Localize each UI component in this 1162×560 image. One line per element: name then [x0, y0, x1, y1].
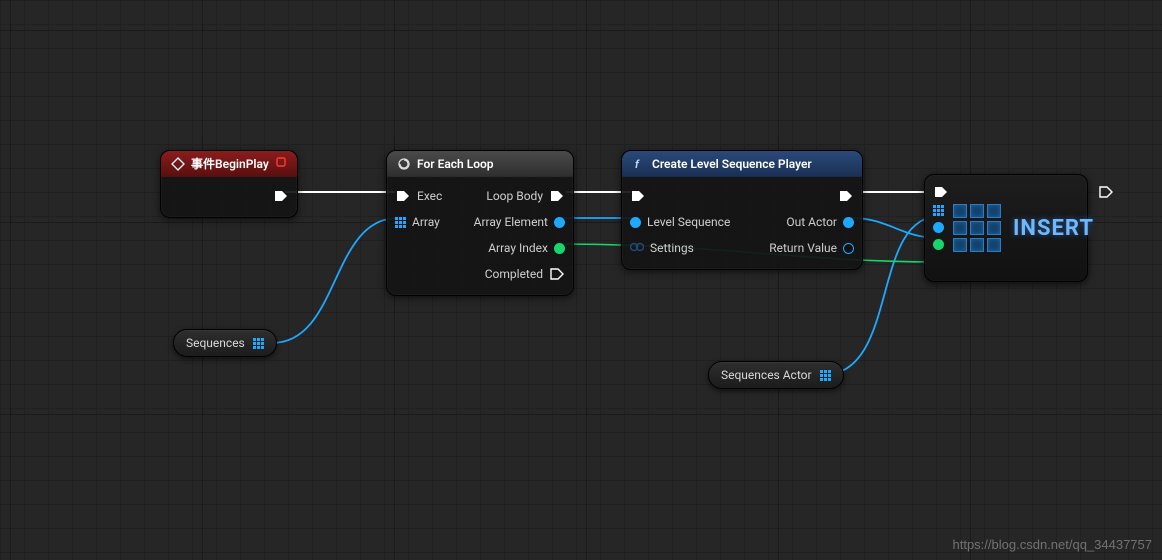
watermark-text: https://blog.csdn.net/qq_34437757: [953, 537, 1153, 552]
pin-label: Array Index: [488, 241, 548, 255]
pin-label: Exec: [417, 189, 442, 203]
node-title: 事件BeginPlay: [191, 155, 269, 172]
exec-out-pin[interactable]: [1098, 185, 1114, 199]
pin-label: Array Element: [474, 215, 548, 229]
variable-label: Sequences Actor: [721, 368, 812, 382]
node-event-beginplay[interactable]: 事件BeginPlay: [160, 150, 298, 218]
exec-out-loopbody-pin[interactable]: Loop Body: [486, 189, 573, 203]
node-title: For Each Loop: [417, 157, 494, 171]
array-out-pin[interactable]: [820, 370, 831, 381]
pin-label: Level Sequence: [647, 215, 730, 229]
array-element-out-pin[interactable]: Array Element: [474, 215, 573, 229]
grid-line: [586, 0, 587, 560]
grid-line: [0, 414, 1162, 415]
event-icon: [171, 157, 185, 171]
return-value-out-pin[interactable]: Return Value: [769, 241, 862, 255]
node-header[interactable]: f Create Level Sequence Player: [622, 151, 862, 177]
pin-label: Settings: [650, 241, 694, 255]
pin-label: Out Actor: [786, 215, 837, 229]
out-actor-out-pin[interactable]: Out Actor: [786, 215, 862, 229]
grid-line: [10, 0, 11, 560]
exec-in-pin[interactable]: Exec: [387, 189, 442, 203]
pin-label: Completed: [485, 267, 543, 281]
array-out-pin[interactable]: [253, 338, 264, 349]
struct-split-icon: [630, 241, 644, 256]
exec-in-pin[interactable]: [622, 189, 646, 203]
pin-label: Loop Body: [486, 189, 543, 203]
node-header[interactable]: For Each Loop: [387, 151, 573, 177]
level-sequence-in-pin[interactable]: Level Sequence: [622, 215, 730, 229]
int-in-pin[interactable]: [933, 239, 944, 250]
node-insert[interactable]: INSERT: [924, 174, 1088, 282]
exec-in-pin[interactable]: [933, 185, 949, 199]
node-title: Create Level Sequence Player: [652, 157, 812, 171]
array-in-pin[interactable]: [933, 205, 944, 216]
exec-out-pin[interactable]: [838, 189, 862, 203]
func-icon: f: [632, 157, 646, 171]
pin-label: Array: [412, 215, 440, 229]
svg-text:f: f: [635, 158, 640, 171]
node-title: INSERT: [1013, 216, 1094, 241]
node-header[interactable]: 事件BeginPlay: [161, 151, 297, 177]
grid-line: [202, 0, 203, 560]
grid-line: [0, 30, 1162, 31]
node-for-each-loop[interactable]: For Each Loop Exec Loop Body Array Array…: [386, 150, 574, 296]
array-index-out-pin[interactable]: Array Index: [488, 241, 573, 255]
pin-label: Return Value: [769, 241, 837, 255]
breakpoint-icon: [275, 156, 287, 171]
array-glyph-icon: [953, 204, 1001, 252]
variable-sequences-actor[interactable]: Sequences Actor: [708, 361, 844, 389]
array-in-pin[interactable]: Array: [387, 215, 440, 229]
variable-sequences[interactable]: Sequences: [173, 329, 277, 357]
exec-out-completed-pin[interactable]: Completed: [485, 267, 573, 281]
node-create-level-sequence-player[interactable]: f Create Level Sequence Player Level Seq…: [621, 150, 863, 270]
exec-out-pin[interactable]: [273, 189, 297, 203]
grid-line: [778, 0, 779, 560]
settings-in-pin[interactable]: Settings: [622, 241, 694, 256]
macro-icon: [397, 157, 411, 171]
variable-label: Sequences: [186, 336, 245, 350]
object-in-pin[interactable]: [933, 222, 944, 233]
